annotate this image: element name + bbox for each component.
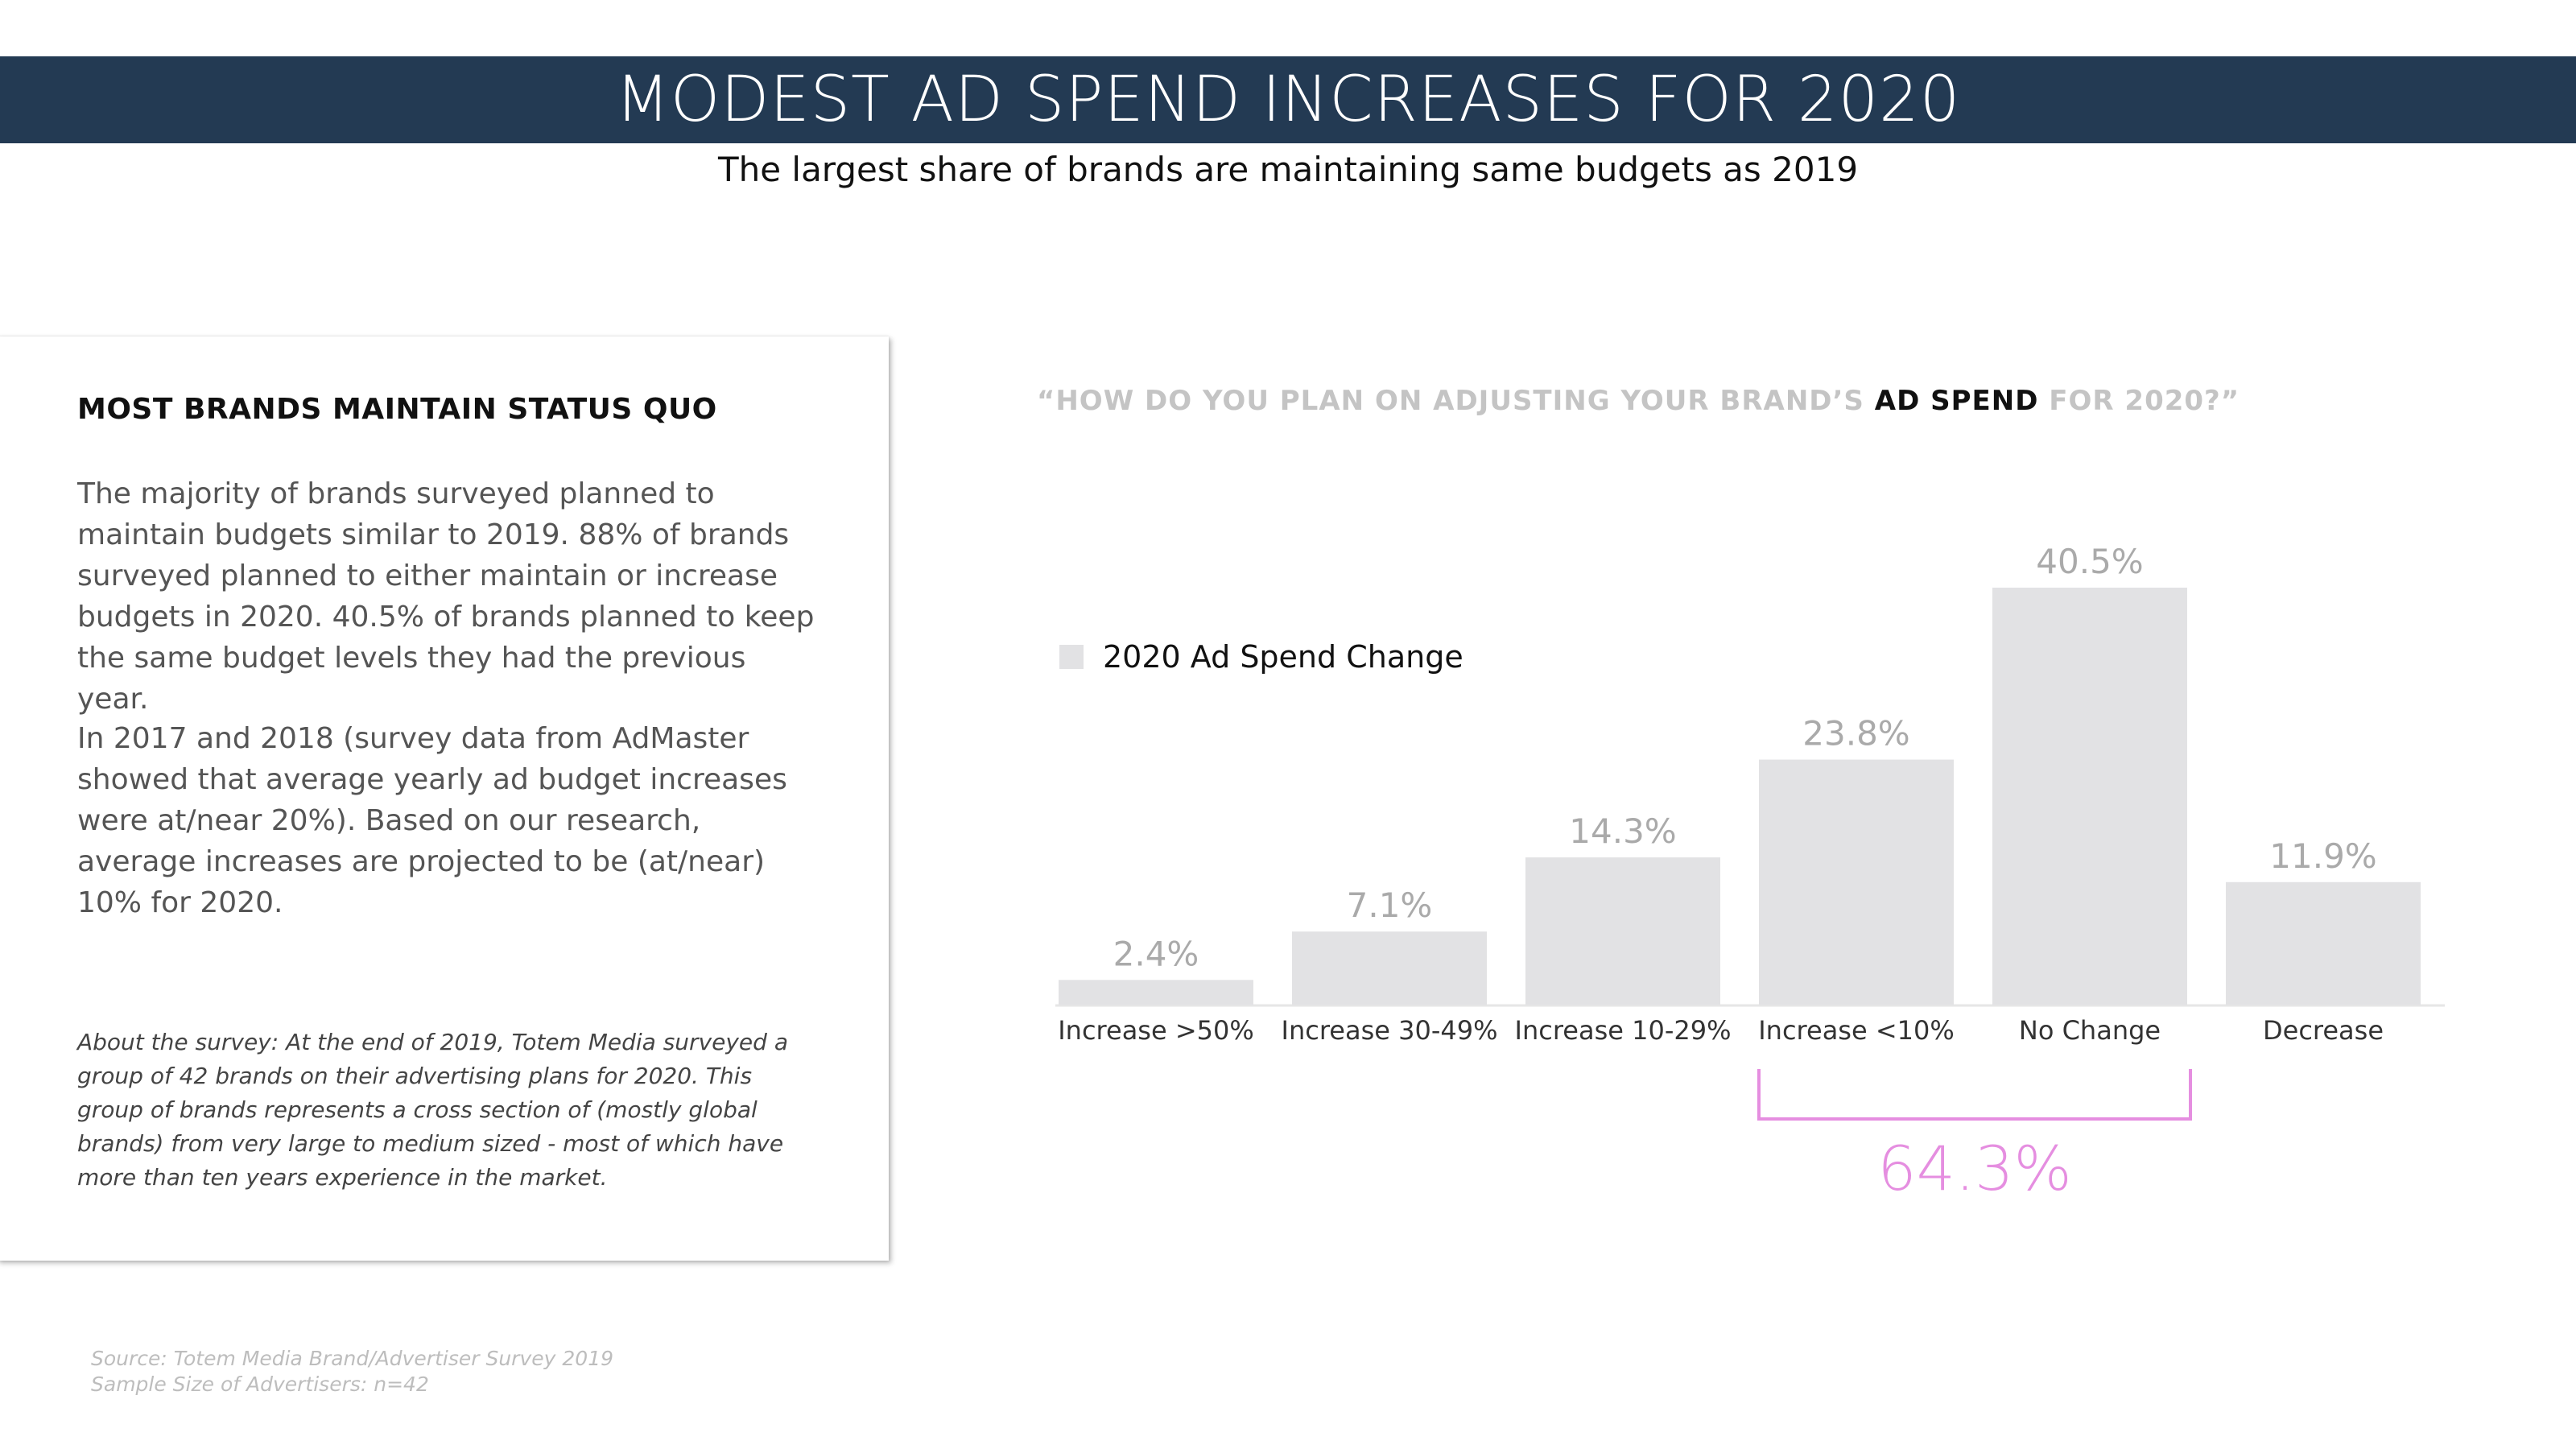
data-label: 2.4% [1113, 934, 1199, 973]
source-line: Source: Totem Media Brand/Advertiser Sur… [91, 1347, 613, 1370]
bracket-annotation [1757, 1069, 2192, 1121]
title-bar: MODEST AD SPEND INCREASES FOR 2020 [0, 56, 2576, 143]
x-tick-label: Decrease [2263, 1015, 2384, 1046]
source-note: Source: Totem Media Brand/Advertiser Sur… [91, 1346, 613, 1397]
panel-paragraph-1: The majority of brands surveyed planned … [77, 477, 815, 716]
summary-panel: MOST BRANDS MAINTAIN STATUS QUO The majo… [0, 336, 889, 1261]
page-subtitle: The largest share of brands are maintain… [717, 150, 1859, 189]
x-tick-label: No Change [2019, 1015, 2161, 1046]
chart-legend: 2020 Ad Spend Change [1059, 639, 1463, 675]
x-tick-label: Increase 10-29% [1515, 1015, 1732, 1046]
question-emphasis: AD SPEND [1874, 385, 2039, 417]
data-label: 40.5% [2036, 542, 2143, 581]
legend-label: 2020 Ad Spend Change [1103, 639, 1463, 675]
bar [2226, 881, 2421, 1005]
data-label: 23.8% [1802, 714, 1909, 753]
annotation-label: 64.3% [1877, 1133, 2071, 1204]
bar [1059, 980, 1253, 1005]
about-survey-label: About the survey: [77, 1029, 279, 1055]
x-tick-label: Increase 30-49% [1282, 1015, 1498, 1046]
x-tick-label: Increase >50% [1058, 1015, 1254, 1046]
x-tick-label: Increase <10% [1758, 1015, 1955, 1046]
about-survey-text: At the end of 2019, Totem Media surveyed… [77, 1029, 788, 1191]
panel-paragraph-2: In 2017 and 2018 (survey data from AdMas… [77, 722, 787, 919]
legend-swatch [1059, 645, 1084, 669]
data-label: 7.1% [1347, 886, 1433, 925]
bar [1525, 857, 1720, 1005]
question-part-1: “HOW DO YOU PLAN ON ADJUSTING YOUR BRAND… [1037, 385, 1875, 417]
bar [1992, 588, 2187, 1005]
data-label: 14.3% [1569, 811, 1676, 851]
about-survey-note: About the survey: At the end of 2019, To… [77, 1026, 818, 1195]
question-part-2: FOR 2020?” [2038, 385, 2240, 417]
data-label: 11.9% [2269, 836, 2376, 876]
bar [1292, 931, 1487, 1005]
sample-size-line: Sample Size of Advertisers: n=42 [91, 1373, 429, 1396]
chart-question-title: “HOW DO YOU PLAN ON ADJUSTING YOUR BRAND… [1037, 385, 2486, 417]
panel-heading: MOST BRANDS MAINTAIN STATUS QUO [77, 393, 717, 426]
page-title: MODEST AD SPEND INCREASES FOR 2020 [615, 64, 1961, 136]
bar [1759, 759, 1954, 1005]
